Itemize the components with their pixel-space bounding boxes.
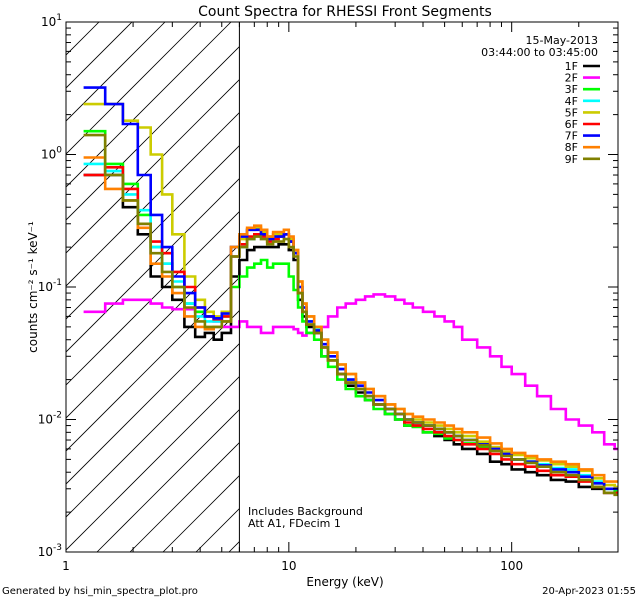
series-line-5F xyxy=(83,102,618,489)
y-tick-label: 100 xyxy=(41,146,62,162)
annotation-background: Includes Background xyxy=(248,505,363,518)
series-line-9F xyxy=(83,133,618,497)
excluded-energy-hatch xyxy=(66,22,240,552)
series-line-6F xyxy=(83,166,618,495)
y-tick-label: 10-2 xyxy=(38,411,62,427)
legend-label-1F: 1F xyxy=(565,60,578,73)
footer-generated-by: Generated by hsi_min_spectra_plot.pro xyxy=(2,586,198,597)
observation-date: 15-May-2013 xyxy=(526,34,598,47)
legend-label-7F: 7F xyxy=(565,130,578,143)
observation-time-range: 03:44:00 to 03:45:00 xyxy=(481,46,598,59)
series-line-1F xyxy=(83,173,618,495)
series-line-4F xyxy=(83,162,618,491)
series-line-3F xyxy=(83,129,618,492)
legend-label-5F: 5F xyxy=(565,106,578,119)
legend-label-8F: 8F xyxy=(565,141,578,154)
y-tick-label: 10-1 xyxy=(38,278,62,294)
series-line-2F xyxy=(83,293,618,451)
legend-label-9F: 9F xyxy=(565,153,578,166)
chart-title: Count Spectra for RHESSI Front Segments xyxy=(198,4,492,20)
y-tick-label: 10-3 xyxy=(38,543,62,559)
x-tick-label: 100 xyxy=(500,559,523,573)
x-axis-label: Energy (keV) xyxy=(306,575,383,589)
legend-label-2F: 2F xyxy=(565,72,578,85)
legend-label-3F: 3F xyxy=(565,83,578,96)
legend-label-6F: 6F xyxy=(565,118,578,131)
spectra-series-group xyxy=(83,86,618,497)
series-line-8F xyxy=(83,156,618,483)
hatch-clip xyxy=(66,22,240,552)
x-tick-label: 10 xyxy=(281,559,296,573)
legend-label-4F: 4F xyxy=(565,95,578,108)
footer-date: 20-Apr-2023 01:55 xyxy=(542,586,636,597)
y-tick-label: 101 xyxy=(41,13,62,29)
hatch-lines xyxy=(66,22,240,552)
axes-group: 1 10 100 10-3 10-2 10-1 100 101 xyxy=(38,13,619,573)
annotation-attenuator: Att A1, FDecim 1 xyxy=(248,517,341,530)
y-axis-label: counts cm⁻² s⁻¹ keV⁻¹ xyxy=(26,221,40,353)
x-tick-label: 1 xyxy=(62,559,70,573)
